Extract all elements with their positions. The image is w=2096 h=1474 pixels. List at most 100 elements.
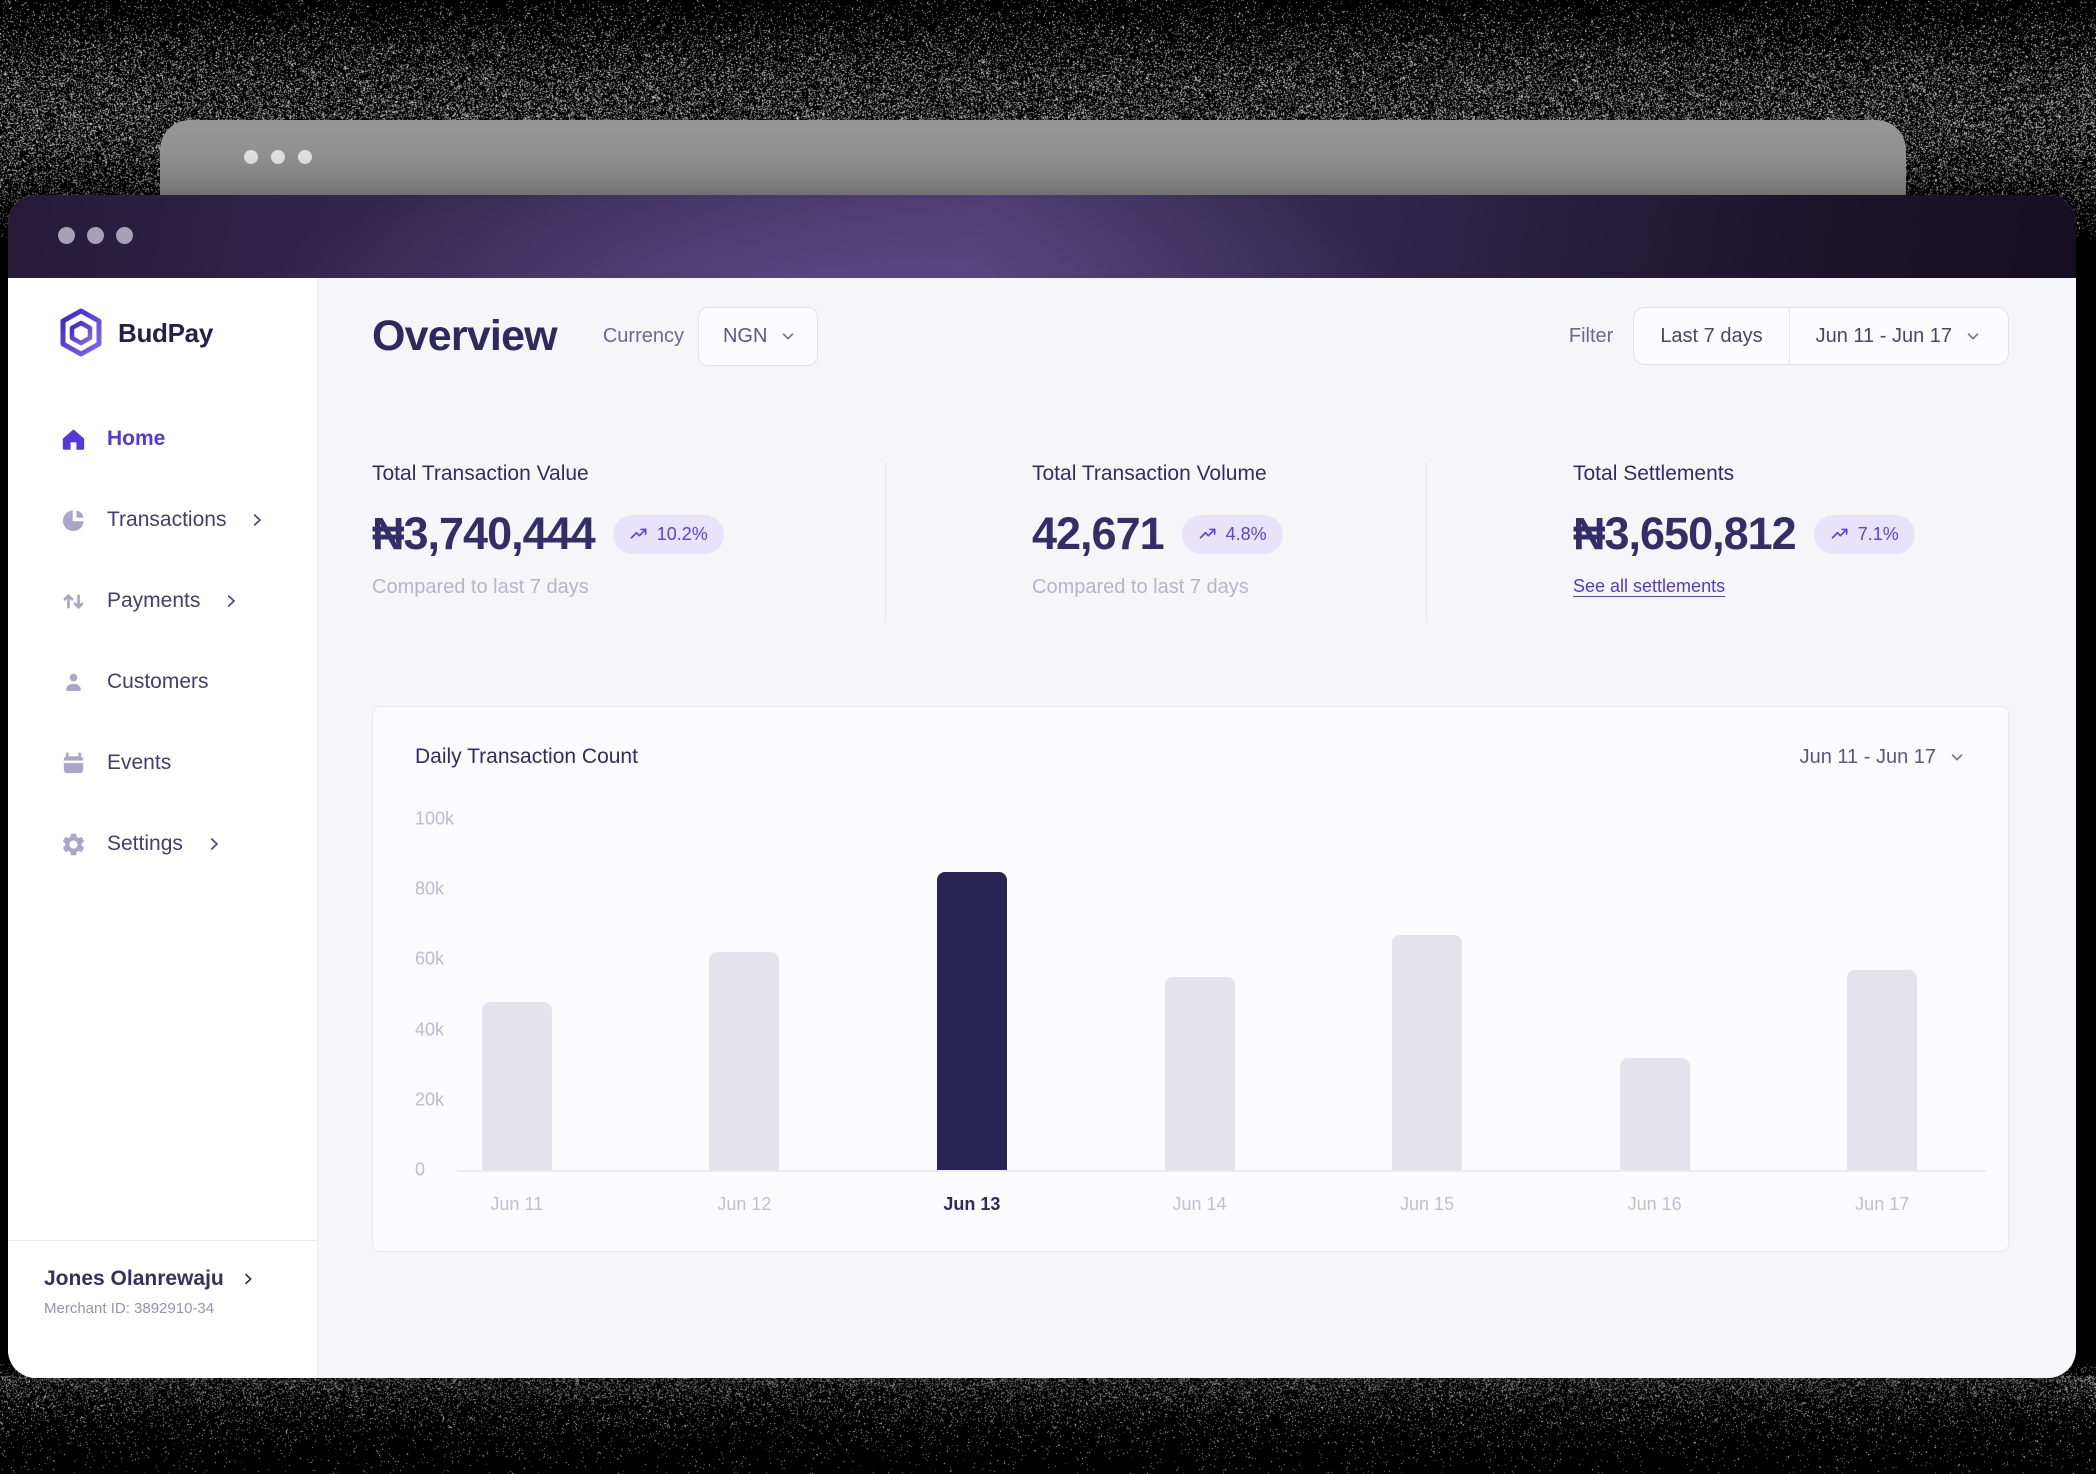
stat-total-transaction-volume: Total Transaction Volume 42,671 4.8% Com… [886, 462, 1427, 623]
bar-chart-plot: 0 20k 40k 60k 80k 100k [403, 819, 1996, 1170]
trending-up-icon [1198, 524, 1218, 544]
trend-badge: 10.2% [613, 515, 724, 554]
person-icon [60, 669, 87, 696]
window-titlebar [8, 195, 2076, 278]
stat-value: ₦3,650,812 [1573, 508, 1796, 560]
window-control-dot[interactable] [116, 227, 133, 244]
stats-row: Total Transaction Value ₦3,740,444 10.2%… [372, 462, 2009, 623]
chevron-down-icon [779, 327, 797, 345]
stat-value: ₦3,740,444 [372, 508, 595, 560]
window-control-dot[interactable] [58, 227, 75, 244]
sidebar: BudPay Home Transactions [8, 278, 318, 1378]
x-axis-tick-label: Jun 14 [1172, 1194, 1226, 1215]
stat-title: Total Settlements [1573, 462, 1915, 486]
user-name: Jones Olanrewaju [44, 1267, 224, 1291]
daily-transaction-count-card: Daily Transaction Count Jun 11 - Jun 17 … [372, 706, 2009, 1252]
browser-window: BudPay Home Transactions [8, 195, 2076, 1378]
y-axis-tick-label: 60k [415, 949, 444, 970]
chevron-right-icon [248, 511, 266, 529]
bar-jun-11[interactable] [482, 1002, 552, 1170]
x-axis-tick-label: Jun 11 [490, 1194, 543, 1215]
grain-texture-bottom [0, 1364, 2096, 1474]
bar-jun-13[interactable] [937, 872, 1007, 1170]
page-header: Overview Currency NGN Filter Last 7 days… [372, 305, 2009, 367]
chart-date-range-label: Jun 11 - Jun 17 [1800, 746, 1936, 769]
trend-value: 10.2% [657, 524, 708, 545]
trend-value: 4.8% [1226, 524, 1267, 545]
bar-jun-15[interactable] [1392, 935, 1462, 1170]
x-axis-tick-label: Jun 12 [717, 1194, 771, 1215]
stat-title: Total Transaction Volume [1032, 462, 1426, 486]
bar-jun-16[interactable] [1620, 1058, 1690, 1170]
x-axis-tick-label: Jun 17 [1855, 1194, 1909, 1215]
filter-dates-dropdown[interactable]: Jun 11 - Jun 17 [1789, 308, 2008, 364]
budpay-logo: BudPay [58, 308, 317, 358]
window-dot [298, 150, 312, 164]
stat-title: Total Transaction Value [372, 462, 885, 486]
sidebar-item-label: Payments [107, 589, 200, 613]
chevron-down-icon [1948, 748, 1966, 766]
filter-range-label: Last 7 days [1660, 325, 1762, 348]
sidebar-item-label: Events [107, 751, 171, 775]
page-title: Overview [372, 312, 557, 361]
chevron-down-icon [1964, 327, 1982, 345]
filter-dates-label: Jun 11 - Jun 17 [1816, 325, 1952, 348]
bar-jun-17[interactable] [1847, 970, 1917, 1170]
stat-subtext: Compared to last 7 days [372, 576, 885, 599]
chart-x-axis: Jun 11 Jun 12 Jun 13 Jun 14 Jun 15 Jun 16 Jun … [403, 1194, 1996, 1218]
x-axis-tick-label: Jun 15 [1400, 1194, 1454, 1215]
sidebar-item-payments[interactable]: Payments [8, 582, 317, 620]
gear-icon [60, 831, 87, 858]
chart-header: Daily Transaction Count Jun 11 - Jun 17 [415, 745, 1966, 769]
trending-up-icon [1830, 524, 1850, 544]
currency-select[interactable]: NGN [698, 307, 818, 366]
chart-date-range-dropdown[interactable]: Jun 11 - Jun 17 [1800, 746, 1966, 769]
currency-label: Currency [603, 325, 684, 348]
window-control-dot[interactable] [87, 227, 104, 244]
trending-up-icon [629, 524, 649, 544]
trend-badge: 7.1% [1814, 515, 1915, 554]
stat-subtext: Compared to last 7 days [1032, 576, 1426, 599]
trend-value: 7.1% [1858, 524, 1899, 545]
home-icon [60, 426, 87, 453]
background-window-controls [244, 150, 312, 164]
chevron-right-icon [240, 1271, 256, 1287]
see-all-settlements-link[interactable]: See all settlements [1573, 576, 1725, 597]
y-axis-tick-label: 80k [415, 879, 444, 900]
x-axis-tick-label: Jun 16 [1628, 1194, 1682, 1215]
sidebar-item-transactions[interactable]: Transactions [8, 501, 317, 539]
sidebar-item-events[interactable]: Events [8, 744, 317, 782]
stat-total-settlements: Total Settlements ₦3,650,812 7.1% See al… [1427, 462, 1915, 623]
sidebar-item-label: Transactions [107, 508, 226, 532]
filter-range-button[interactable]: Last 7 days [1634, 308, 1788, 364]
sidebar-item-customers[interactable]: Customers [8, 663, 317, 701]
logo-wordmark: BudPay [118, 318, 213, 349]
window-controls [58, 227, 133, 244]
sidebar-item-label: Settings [107, 832, 183, 856]
bar-jun-14[interactable] [1165, 977, 1235, 1170]
user-section: Jones Olanrewaju Merchant ID: 3892910-34 [8, 1240, 317, 1378]
y-axis-tick-label: 0 [415, 1160, 425, 1181]
sidebar-item-label: Home [107, 427, 165, 451]
stat-value: 42,671 [1032, 508, 1164, 560]
y-axis-tick-label: 100k [415, 809, 454, 830]
x-axis-tick-label: Jun 13 [943, 1194, 1000, 1215]
y-axis-tick-label: 20k [415, 1089, 444, 1110]
sidebar-item-label: Customers [107, 670, 209, 694]
filter-label: Filter [1569, 325, 1613, 348]
window-dot [244, 150, 258, 164]
stat-total-transaction-value: Total Transaction Value ₦3,740,444 10.2%… [372, 462, 886, 623]
currency-value: NGN [723, 325, 767, 348]
sidebar-item-home[interactable]: Home [8, 420, 317, 458]
sidebar-item-settings[interactable]: Settings [8, 825, 317, 863]
user-account-button[interactable]: Jones Olanrewaju [44, 1267, 293, 1291]
y-axis-tick-label: 40k [415, 1019, 444, 1040]
calendar-icon [60, 750, 87, 777]
pie-chart-icon [60, 507, 87, 534]
chart-title: Daily Transaction Count [415, 745, 638, 769]
budpay-logo-icon [58, 308, 104, 358]
main-content: Overview Currency NGN Filter Last 7 days… [318, 278, 2076, 1378]
window-dot [271, 150, 285, 164]
sidebar-nav: Home Transactions Payments [8, 420, 317, 863]
bar-jun-12[interactable] [709, 952, 779, 1170]
